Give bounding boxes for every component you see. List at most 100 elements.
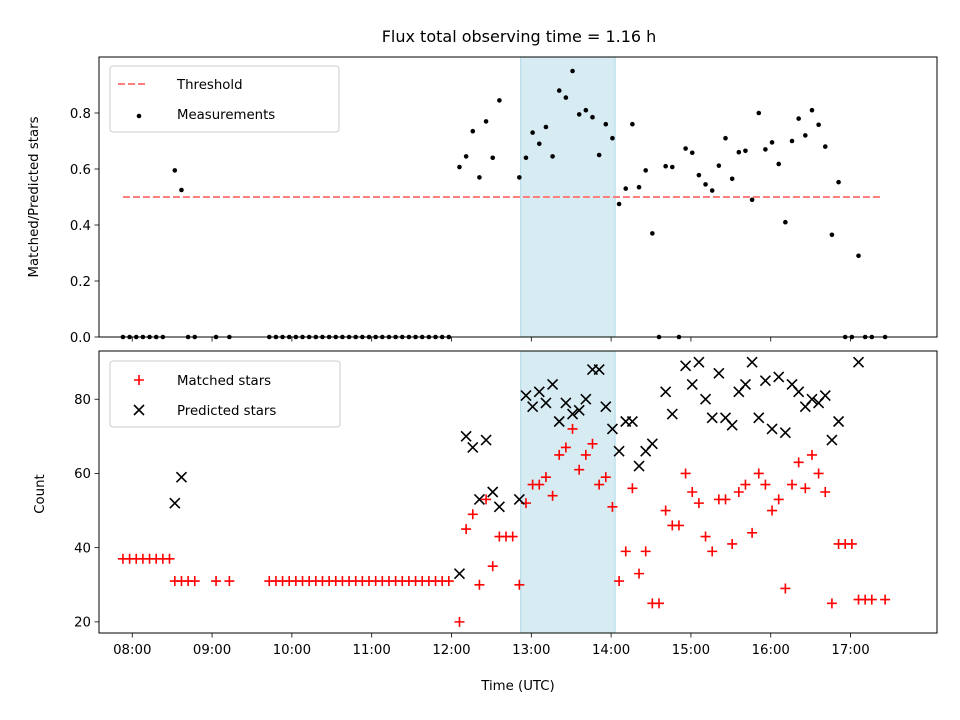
matched-star-point xyxy=(680,468,691,479)
measurement-point xyxy=(556,88,562,93)
bottom-x-tick-label: 10:00 xyxy=(273,643,311,658)
measurement-point xyxy=(603,121,609,127)
measurement-point xyxy=(497,98,502,103)
matched-star-point xyxy=(474,579,485,590)
matched-star-point xyxy=(454,616,465,627)
measurement-point xyxy=(543,124,549,130)
matched-star-point xyxy=(211,576,222,587)
predicted-star-point xyxy=(699,393,712,405)
predicted-star-point xyxy=(806,393,818,405)
predicted-star-point xyxy=(527,401,539,413)
matched-star-point xyxy=(800,483,811,494)
predicted-star-point xyxy=(773,371,785,383)
top-y-tick-label: 0.0 xyxy=(70,331,91,346)
matched-star-point xyxy=(866,594,877,605)
measurement-point xyxy=(636,184,642,190)
legend-matched-label: Matched stars xyxy=(177,374,271,389)
measurement-point xyxy=(736,149,742,155)
predicted-star-point xyxy=(746,356,758,368)
matched-star-point xyxy=(574,464,585,475)
predicted-star-point xyxy=(467,441,479,454)
matched-star-point xyxy=(514,579,525,590)
measurement-point xyxy=(477,175,482,180)
predicted-star-point xyxy=(473,493,485,505)
matched-star-point xyxy=(554,449,565,460)
matched-star-point xyxy=(880,594,891,605)
matched-star-point xyxy=(620,546,631,557)
x-axis-label: Time (UTC) xyxy=(480,679,555,694)
measurement-point xyxy=(610,135,615,141)
matched-star-point xyxy=(567,423,578,434)
bottom-axes: 20 40 60 80 08:00 09:00 10:00 11:00 12:00 13:00 14… xyxy=(74,350,938,658)
measurement-point xyxy=(816,122,821,128)
measurement-point xyxy=(829,232,835,238)
matched-star-point xyxy=(540,472,551,483)
matched-star-point xyxy=(760,479,771,490)
measurement-point xyxy=(523,155,529,161)
predicted-star-point xyxy=(175,471,188,483)
measurement-point xyxy=(789,138,795,144)
predicted-star-point xyxy=(646,438,658,450)
predicted-star-point xyxy=(606,423,619,435)
legend-matched-swatch xyxy=(134,375,144,385)
predicted-star-point xyxy=(819,389,831,402)
bottom-x-tick-label: 17:00 xyxy=(831,643,869,658)
matched-star-point xyxy=(627,483,638,494)
predicted-star-point xyxy=(513,493,525,505)
matched-star-point xyxy=(846,538,857,549)
matched-star-point xyxy=(767,505,778,516)
predicted-star-point xyxy=(460,430,472,442)
top-y-axis-label: Matched/Predicted stars xyxy=(27,116,42,277)
bottom-y-tick-label: 80 xyxy=(74,393,91,408)
bottom-legend: Matched stars Predicted stars xyxy=(109,360,341,428)
measurement-point xyxy=(590,114,595,120)
predicted-star-point xyxy=(713,367,725,379)
measurement-point xyxy=(803,133,808,138)
matched-star-point xyxy=(443,576,454,587)
predicted-star-point xyxy=(739,378,752,390)
bottom-y-axis-label: Count xyxy=(33,474,48,514)
predicted-star-point xyxy=(566,408,579,420)
legend-predicted-label: Predicted stars xyxy=(177,404,276,419)
predicted-star-point xyxy=(613,445,625,457)
bottom-x-tick-label: 11:00 xyxy=(353,643,391,658)
matched-star-point xyxy=(660,505,671,516)
measurement-point xyxy=(856,253,861,259)
matched-star-point xyxy=(467,509,478,520)
matched-star-point xyxy=(820,487,831,497)
predicted-star-point xyxy=(493,501,505,513)
matched-star-point xyxy=(707,546,718,557)
measurement-point xyxy=(536,141,542,147)
measurement-point xyxy=(783,219,788,225)
matched-star-point xyxy=(780,583,791,594)
predicted-star-point xyxy=(706,412,718,424)
bottom-y-tick-label: 40 xyxy=(74,541,91,556)
top-plot-frame xyxy=(98,56,938,338)
top-y-tick-label: 0.2 xyxy=(70,275,91,290)
measurement-point xyxy=(763,147,768,152)
predicted-star-point xyxy=(547,378,559,390)
predicted-star-point xyxy=(779,427,791,439)
measurement-point xyxy=(517,175,522,180)
measurement-point xyxy=(796,116,801,121)
top-y-tick-label: 0.6 xyxy=(70,163,91,178)
measurement-point xyxy=(703,182,708,187)
matched-star-point xyxy=(534,479,545,490)
measurement-point xyxy=(630,121,635,127)
bottom-plot-frame xyxy=(98,350,938,634)
predicted-star-point xyxy=(826,434,838,446)
bottom-y-tick-label: 60 xyxy=(74,467,91,482)
matched-star-point xyxy=(580,449,591,460)
measurement-point xyxy=(643,168,648,173)
matched-star-point xyxy=(673,520,684,531)
predicted-star-point xyxy=(480,434,492,446)
matched-star-point xyxy=(560,442,571,453)
matched-star-point xyxy=(640,546,651,557)
measurement-point xyxy=(709,188,715,193)
top-y-tick-label: 0.4 xyxy=(70,219,91,234)
predicted-star-point xyxy=(726,419,738,431)
predicted-star-point xyxy=(680,360,692,372)
measurement-point xyxy=(669,164,675,170)
matched-star-point xyxy=(747,527,758,538)
legend-measurements-label: Measurements xyxy=(177,108,275,123)
